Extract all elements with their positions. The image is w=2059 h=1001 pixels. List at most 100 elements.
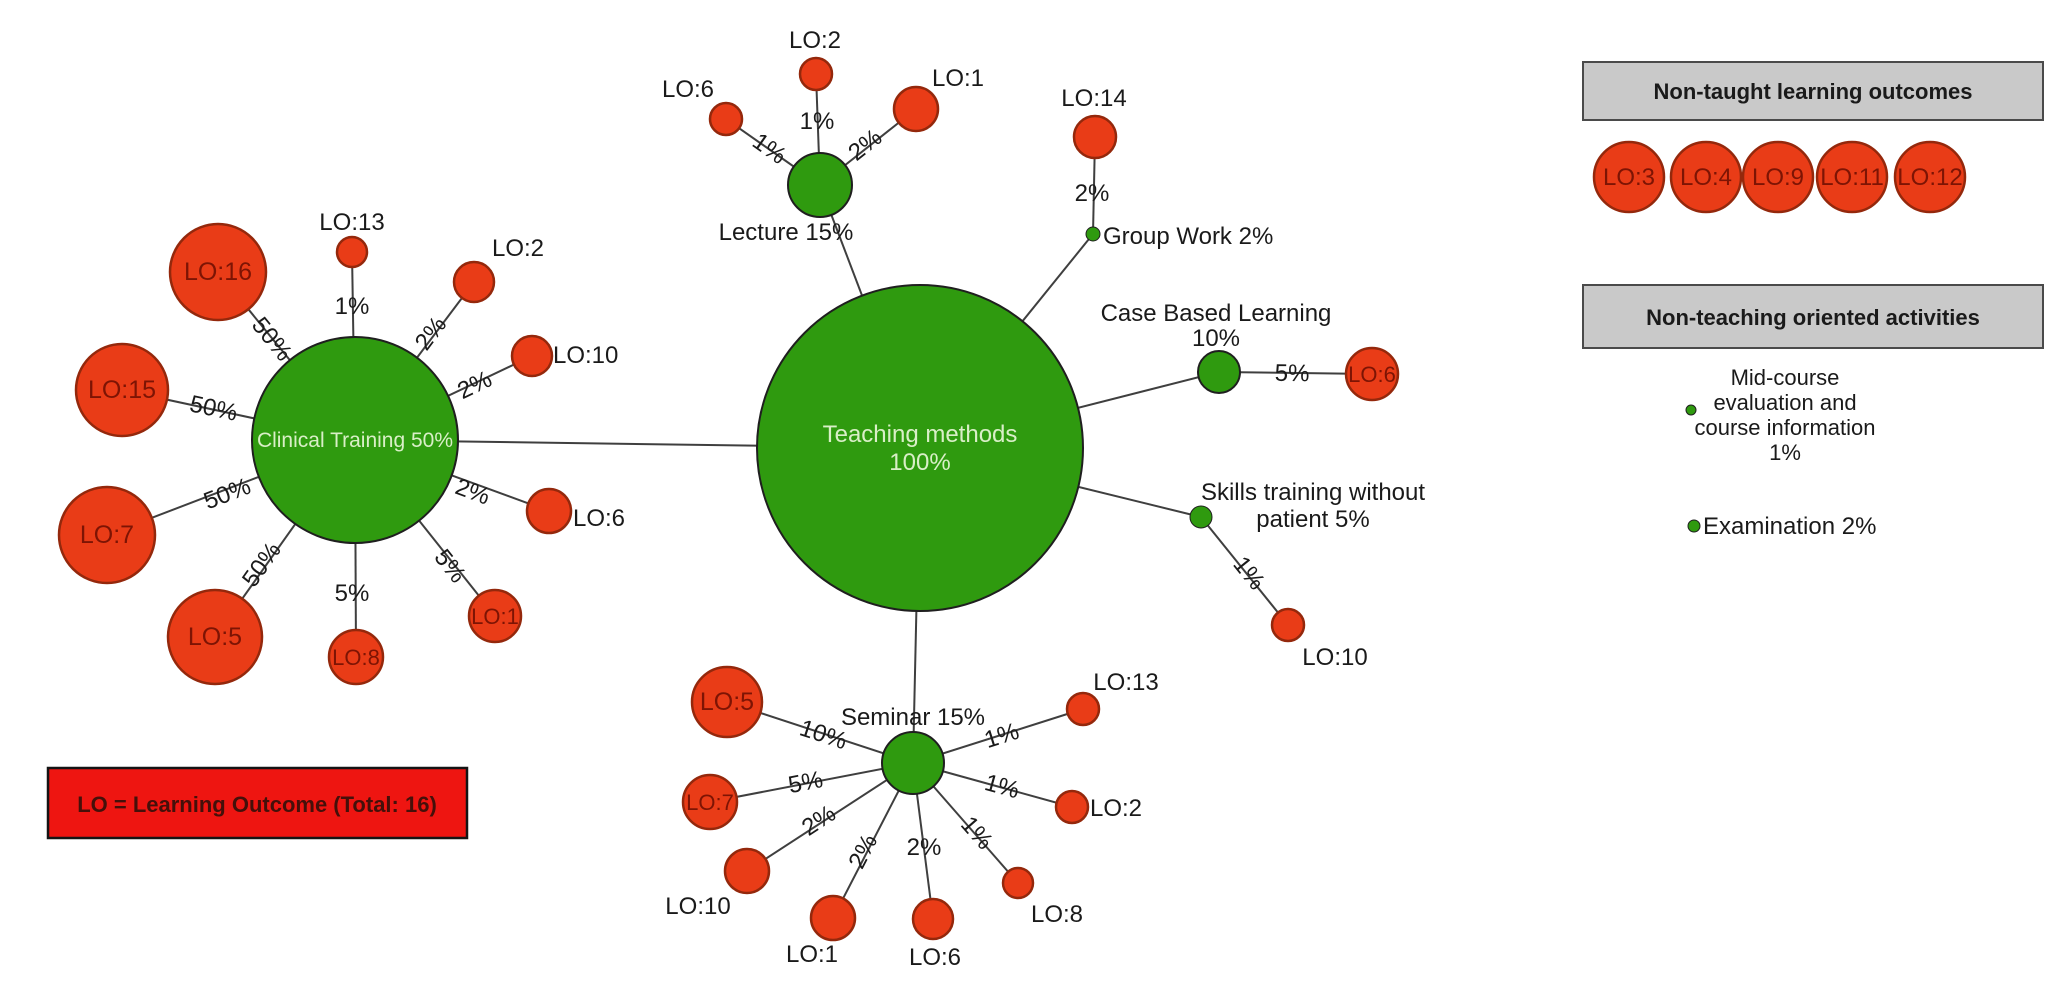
node-clinical-lo7 (57, 485, 157, 585)
edge-percent-label: 2% (907, 834, 942, 861)
node-teaching-methods-label: Teaching methods (823, 421, 1018, 448)
node-clinical-lo2 (452, 260, 496, 304)
outcome-label: LO:7 (686, 790, 734, 815)
outcome-label: LO:6 (662, 76, 714, 103)
node-skills-lo10 (1270, 607, 1306, 643)
outcome-label: LO:8 (1031, 901, 1083, 928)
outcome-label: LO:15 (88, 376, 156, 404)
node-lecture (787, 152, 853, 218)
outcome-label: LO:1 (471, 604, 519, 629)
node-groupwork-label: Group Work 2% (1103, 223, 1273, 250)
legend-outcome-label: LO:11 (1820, 164, 1884, 191)
edge-percent-label: 2% (452, 473, 494, 510)
nodes-layer (46, 56, 2044, 942)
panel-non-teaching-activities (1582, 284, 2044, 349)
edge-percent-label: 1% (800, 108, 835, 135)
node-clinical-lo6 (525, 487, 573, 535)
edge-percent-label: 1% (981, 718, 1022, 754)
panel-non-teaching-title: Non-teaching oriented activities (1646, 305, 1980, 330)
node-groupwork-lo14 (1072, 114, 1118, 160)
edge-percent-label: 1% (335, 293, 370, 320)
node-clinical-label: Clinical Training 50% (257, 429, 453, 452)
midcourse-evaluation-label: 1% (1769, 440, 1801, 465)
outcome-label: LO:2 (789, 27, 841, 54)
examination-label: Examination 2% (1703, 513, 1876, 540)
panel-non-taught-title: Non-taught learning outcomes (1654, 79, 1973, 104)
node-seminar-lo13 (1065, 691, 1101, 727)
node-cbl (1197, 350, 1241, 394)
node-seminar-lo10 (723, 847, 771, 895)
edge-percent-label: 5% (1275, 360, 1310, 387)
outcome-label: LO:13 (1093, 669, 1158, 696)
node-cbl-label: Case Based Learning (1101, 300, 1332, 327)
edge-skills-lo10 (1200, 516, 1289, 626)
node-clinical (251, 336, 459, 544)
legend-outcome-node (1592, 140, 1666, 214)
node-clinical-lo1 (467, 588, 523, 644)
outcome-label: LO:2 (1090, 795, 1142, 822)
node-cbl-lo6 (1344, 346, 1400, 402)
panel-non-taught-outcomes (1582, 61, 2044, 121)
edge-percent-label: 2% (1075, 180, 1110, 207)
node-seminar-label: Seminar 15% (841, 704, 985, 731)
node-teaching-methods (756, 284, 1084, 612)
node-lecture-label: Lecture 15% (719, 219, 854, 246)
outcome-label: LO:2 (492, 235, 544, 262)
node-groupwork (1085, 226, 1101, 242)
outcome-label: LO:14 (1061, 85, 1126, 112)
edge-percent-label: 5% (429, 544, 472, 588)
node-teaching-methods-label: 100% (889, 449, 950, 476)
outcome-label: LO:6 (909, 944, 961, 971)
outcome-label: LO:10 (1302, 644, 1367, 671)
edge-percent-label: 50% (200, 473, 255, 515)
node-cbl-label: 10% (1192, 325, 1240, 352)
edge-percent-label: 1% (982, 769, 1023, 804)
edge-percent-label: 5% (335, 580, 370, 607)
outcome-label: LO:10 (665, 893, 730, 920)
outcome-label: LO:5 (700, 688, 754, 716)
outcome-label: LO:16 (184, 258, 252, 286)
node-skills-label: patient 5% (1256, 506, 1369, 533)
node-lecture-lo2 (798, 56, 834, 92)
legend-outcome-label: LO:12 (1897, 164, 1962, 191)
legend-outcome-label: LO:4 (1680, 164, 1732, 191)
edge-percent-label: 50% (246, 312, 297, 366)
edge-seminar-lo7 (709, 762, 914, 803)
node-seminar (881, 731, 945, 795)
node-seminar-lo2 (1054, 789, 1090, 825)
outcome-label: LO:10 (553, 342, 618, 369)
lo-definition-text: LO = Learning Outcome (Total: 16) (77, 792, 437, 817)
edge-percent-label: 1% (747, 128, 791, 170)
node-clinical-lo13 (335, 235, 369, 269)
node-seminar-lo5 (690, 665, 764, 739)
legend-outcome-node (1741, 140, 1815, 214)
outcome-label: LO:1 (786, 941, 838, 968)
midcourse-evaluation-label: evaluation and (1713, 390, 1856, 415)
node-clinical-lo16 (168, 222, 268, 322)
node-clinical-lo8 (327, 628, 385, 686)
node-clinical-lo10 (510, 334, 554, 378)
legend-outcome-label: LO:3 (1603, 164, 1655, 191)
legend-outcome-node (1893, 140, 1967, 214)
outcome-label: LO:6 (1348, 362, 1396, 387)
midcourse-evaluation-label: course information (1695, 415, 1876, 440)
outcome-label: LO:1 (932, 65, 984, 92)
outcome-label: LO:13 (319, 209, 384, 236)
edge-percent-label: 5% (786, 766, 825, 799)
outcome-label: LO:7 (80, 521, 134, 549)
node-seminar-lo7 (681, 773, 739, 831)
edge-percent-label: 2% (843, 830, 883, 873)
legend-outcome-node (1815, 140, 1889, 214)
outcome-label: LO:5 (188, 623, 242, 651)
node-clinical-lo5 (166, 588, 264, 686)
legend-outcome-node (1669, 140, 1743, 214)
edge-percent-label: 50% (187, 390, 240, 426)
lo-definition-callout (46, 766, 469, 840)
node-seminar-lo6 (911, 897, 955, 941)
node-lecture-lo6 (708, 101, 744, 137)
node-lecture-lo1 (892, 85, 940, 133)
examination-dot (1687, 519, 1701, 533)
